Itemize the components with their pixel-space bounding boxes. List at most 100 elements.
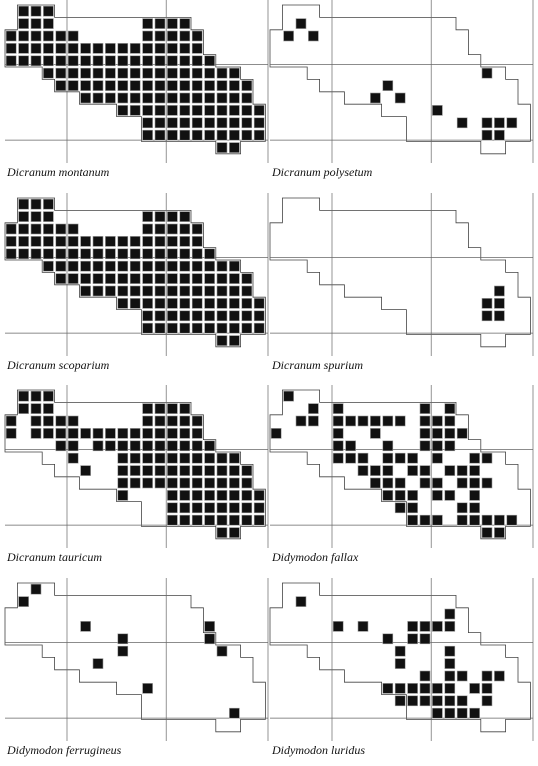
occupied-square bbox=[204, 465, 215, 476]
occupied-square bbox=[179, 67, 191, 79]
occupied-square bbox=[142, 248, 153, 260]
occupied-square bbox=[241, 298, 253, 309]
occupied-square bbox=[55, 440, 67, 452]
occupied-square bbox=[216, 142, 228, 153]
occupied-square bbox=[357, 452, 369, 464]
species-label: Didymodon fallax bbox=[271, 550, 359, 564]
occupied-square bbox=[117, 285, 129, 297]
occupied-square bbox=[382, 477, 394, 489]
occupied-square bbox=[191, 92, 203, 104]
occupied-square bbox=[154, 440, 166, 452]
occupied-square bbox=[432, 452, 443, 464]
occupied-square bbox=[129, 55, 141, 67]
occupied-square bbox=[43, 55, 54, 67]
occupied-square bbox=[142, 452, 153, 464]
occupied-square bbox=[92, 440, 104, 452]
occupied-square bbox=[345, 452, 356, 464]
occupied-square bbox=[142, 92, 153, 104]
occupied-square bbox=[204, 322, 215, 334]
occupied-square bbox=[142, 477, 153, 489]
occupied-square bbox=[382, 415, 394, 427]
occupied-square bbox=[129, 452, 141, 464]
occupied-square bbox=[30, 415, 42, 427]
occupied-square bbox=[216, 335, 228, 346]
occupied-square bbox=[494, 117, 505, 129]
occupied-square bbox=[154, 465, 166, 476]
occupied-square bbox=[179, 514, 191, 526]
occupied-square bbox=[179, 440, 191, 452]
occupied-square bbox=[167, 223, 178, 235]
occupied-square bbox=[142, 428, 153, 439]
occupied-square bbox=[117, 428, 129, 439]
occupied-square bbox=[105, 260, 116, 272]
occupied-square bbox=[105, 236, 116, 247]
occupied-square bbox=[43, 428, 54, 439]
region-outline bbox=[269, 582, 531, 733]
occupied-square bbox=[154, 248, 166, 260]
occupied-square bbox=[43, 30, 54, 42]
occupied-square bbox=[5, 223, 17, 235]
occupied-square bbox=[167, 129, 178, 141]
occupied-square bbox=[469, 465, 480, 476]
occupied-square bbox=[142, 223, 153, 235]
occupied-square bbox=[506, 514, 518, 526]
occupied-square bbox=[469, 452, 480, 464]
occupied-square bbox=[432, 477, 443, 489]
occupied-square bbox=[432, 428, 443, 439]
map-panel: Dicranum tauricum bbox=[4, 385, 269, 564]
occupied-square bbox=[30, 30, 42, 42]
occupied-square bbox=[129, 285, 141, 297]
occupied-square bbox=[117, 260, 129, 272]
map-panel: Dicranum spurium bbox=[269, 193, 534, 372]
occupied-square bbox=[253, 117, 265, 129]
occupied-square bbox=[191, 67, 203, 79]
occupied-square bbox=[179, 502, 191, 514]
occupied-square bbox=[407, 514, 418, 526]
occupied-square bbox=[179, 260, 191, 272]
occupied-square bbox=[241, 490, 253, 501]
occupied-square bbox=[117, 80, 129, 91]
occupied-square bbox=[216, 465, 228, 476]
occupied-square bbox=[241, 465, 253, 476]
occupied-square bbox=[394, 490, 406, 501]
occupied-square bbox=[167, 43, 178, 54]
region-outline bbox=[269, 197, 531, 348]
occupied-square bbox=[204, 117, 215, 129]
occupied-square bbox=[229, 285, 240, 297]
occupied-square bbox=[394, 415, 406, 427]
occupied-square bbox=[407, 452, 418, 464]
occupied-square bbox=[67, 428, 79, 439]
occupied-square bbox=[345, 440, 356, 452]
occupied-square bbox=[179, 117, 191, 129]
occupied-square bbox=[92, 92, 104, 104]
occupied-square bbox=[43, 43, 54, 54]
occupied-square bbox=[481, 683, 493, 694]
occupied-square bbox=[105, 428, 116, 439]
occupied-square bbox=[18, 390, 29, 402]
occupied-square bbox=[432, 683, 443, 694]
occupied-square bbox=[432, 490, 443, 501]
occupied-square bbox=[444, 415, 456, 427]
occupied-square bbox=[481, 129, 493, 141]
occupied-square bbox=[142, 465, 153, 476]
occupied-square bbox=[142, 80, 153, 91]
occupied-square bbox=[253, 310, 265, 322]
occupied-square bbox=[204, 633, 215, 645]
occupied-square bbox=[456, 117, 468, 129]
occupied-square bbox=[216, 645, 228, 657]
occupied-square bbox=[179, 92, 191, 104]
occupied-square bbox=[191, 223, 203, 235]
occupied-square bbox=[229, 502, 240, 514]
occupied-square bbox=[179, 211, 191, 222]
occupied-square bbox=[18, 55, 29, 67]
occupied-square bbox=[30, 223, 42, 235]
occupied-square bbox=[191, 465, 203, 476]
occupied-square bbox=[167, 92, 178, 104]
occupied-square bbox=[394, 502, 406, 514]
occupied-square bbox=[481, 527, 493, 538]
occupied-square bbox=[55, 43, 67, 54]
occupied-square bbox=[216, 502, 228, 514]
occupied-square bbox=[456, 477, 468, 489]
occupied-square bbox=[382, 490, 394, 501]
occupied-square bbox=[432, 440, 443, 452]
